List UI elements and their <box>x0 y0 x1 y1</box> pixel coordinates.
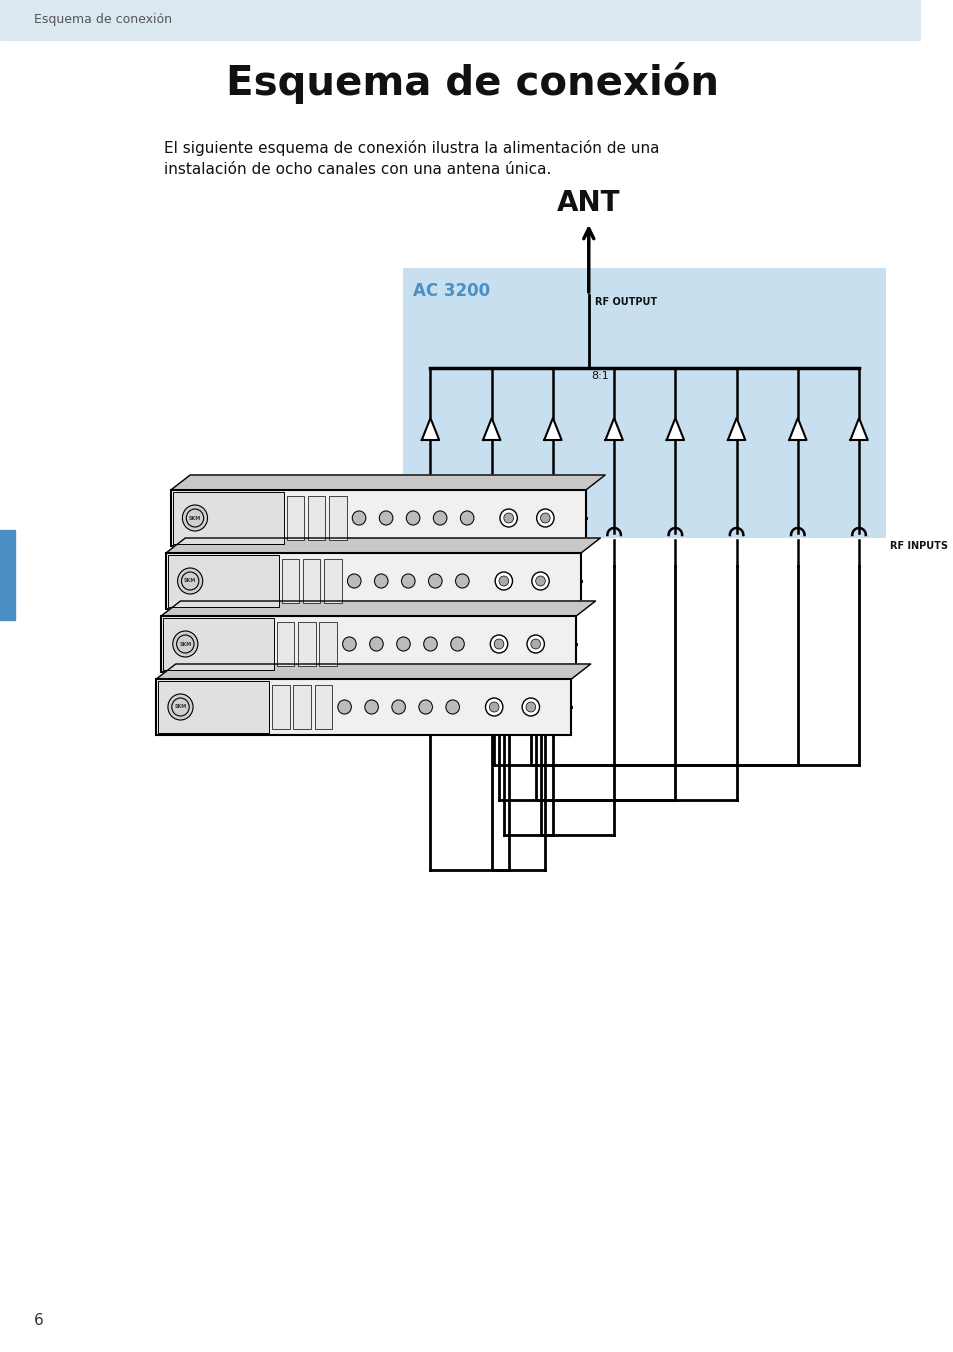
Bar <box>281 558 299 603</box>
Bar <box>319 622 336 667</box>
Text: El siguiente esquema de conexión ilustra la alimentación de una: El siguiente esquema de conexión ilustra… <box>164 141 659 155</box>
Circle shape <box>540 512 550 523</box>
Polygon shape <box>666 418 683 439</box>
Circle shape <box>531 572 549 589</box>
Circle shape <box>494 639 503 649</box>
Circle shape <box>489 702 498 713</box>
Bar <box>276 622 294 667</box>
Circle shape <box>526 635 544 653</box>
Circle shape <box>536 576 545 585</box>
Bar <box>171 489 585 546</box>
Bar <box>0 0 920 41</box>
Bar <box>0 530 15 621</box>
Circle shape <box>177 568 202 594</box>
Circle shape <box>521 698 539 717</box>
Circle shape <box>495 572 512 589</box>
Circle shape <box>401 575 415 588</box>
Circle shape <box>485 698 502 717</box>
Circle shape <box>499 508 517 527</box>
Circle shape <box>406 511 419 525</box>
Text: SKM: SKM <box>184 579 196 584</box>
Circle shape <box>418 700 432 714</box>
Text: Esquema de conexión: Esquema de conexión <box>226 62 719 104</box>
Bar <box>403 268 885 538</box>
Bar <box>156 679 571 735</box>
Text: SKM: SKM <box>174 704 187 710</box>
Bar <box>286 496 304 539</box>
Bar <box>314 685 332 729</box>
Circle shape <box>445 700 459 714</box>
Circle shape <box>352 511 365 525</box>
Circle shape <box>172 631 197 657</box>
Circle shape <box>490 635 507 653</box>
Polygon shape <box>171 475 604 489</box>
Circle shape <box>392 700 405 714</box>
Circle shape <box>537 508 554 527</box>
Bar <box>172 492 283 544</box>
Circle shape <box>342 637 355 652</box>
Text: Esquema de conexión: Esquema de conexión <box>33 14 172 27</box>
Bar <box>324 558 341 603</box>
Bar <box>329 496 346 539</box>
Polygon shape <box>849 418 867 439</box>
Bar <box>161 617 576 672</box>
Polygon shape <box>727 418 744 439</box>
Circle shape <box>433 511 446 525</box>
Text: RF INPUTS: RF INPUTS <box>889 541 947 552</box>
Text: instalación de ocho canales con una antena única.: instalación de ocho canales con una ante… <box>164 162 551 177</box>
Bar <box>166 553 580 608</box>
Text: ANT: ANT <box>557 189 619 218</box>
Text: SKM: SKM <box>179 641 192 646</box>
Bar <box>298 622 315 667</box>
Polygon shape <box>788 418 805 439</box>
Circle shape <box>364 700 378 714</box>
Polygon shape <box>156 664 590 679</box>
Polygon shape <box>482 418 500 439</box>
Bar <box>163 618 274 671</box>
Circle shape <box>182 506 208 531</box>
Text: AC 3200: AC 3200 <box>413 283 490 300</box>
Bar <box>168 556 278 607</box>
Circle shape <box>456 575 469 588</box>
Text: 8:1: 8:1 <box>591 370 609 381</box>
Bar <box>308 496 325 539</box>
Circle shape <box>450 637 464 652</box>
Circle shape <box>503 512 513 523</box>
Text: 6: 6 <box>33 1313 44 1328</box>
Bar <box>303 558 320 603</box>
Circle shape <box>396 637 410 652</box>
Bar <box>272 685 290 729</box>
Polygon shape <box>605 418 622 439</box>
Polygon shape <box>543 418 561 439</box>
Circle shape <box>428 575 441 588</box>
Circle shape <box>498 576 508 585</box>
Circle shape <box>423 637 436 652</box>
Text: RF OUTPUT: RF OUTPUT <box>594 297 656 307</box>
Text: SKM: SKM <box>189 515 201 521</box>
Circle shape <box>379 511 393 525</box>
Circle shape <box>347 575 360 588</box>
Bar <box>158 681 269 733</box>
Circle shape <box>369 637 383 652</box>
Circle shape <box>530 639 540 649</box>
Circle shape <box>375 575 388 588</box>
Circle shape <box>525 702 536 713</box>
Circle shape <box>460 511 474 525</box>
Polygon shape <box>166 538 599 553</box>
Bar <box>294 685 311 729</box>
Polygon shape <box>421 418 438 439</box>
Circle shape <box>168 694 193 721</box>
Circle shape <box>337 700 351 714</box>
Polygon shape <box>161 602 595 617</box>
